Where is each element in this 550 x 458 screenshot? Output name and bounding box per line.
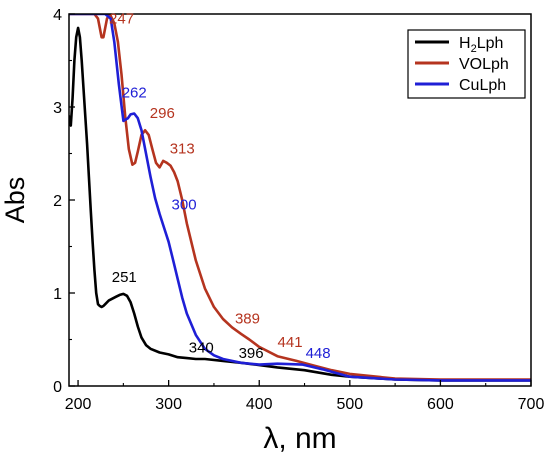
x-tick-label: 700 bbox=[518, 396, 545, 413]
peak-label-296: 296 bbox=[150, 105, 175, 122]
peak-label-247: 247 bbox=[109, 10, 134, 27]
x-tick-label: 600 bbox=[427, 396, 454, 413]
series-layer bbox=[69, 14, 531, 382]
peak-label-251: 251 bbox=[112, 269, 137, 286]
series-line-volph bbox=[69, 14, 531, 381]
peak-label-396: 396 bbox=[239, 345, 264, 362]
peak-label-340: 340 bbox=[189, 340, 214, 357]
legend: H2Lph VOLph CuLph bbox=[407, 29, 526, 99]
y-tick-label: 0 bbox=[53, 379, 62, 396]
x-tick-label: 400 bbox=[246, 396, 273, 413]
y-tick-label: 4 bbox=[53, 7, 62, 24]
x-tick-label: 500 bbox=[336, 396, 363, 413]
legend-label-culph: CuLph bbox=[459, 77, 506, 94]
y-tick-label: 2 bbox=[53, 193, 62, 210]
peak-label-262: 262 bbox=[122, 85, 147, 102]
peak-label-313: 313 bbox=[170, 141, 195, 158]
y-tick-label: 3 bbox=[53, 100, 62, 117]
peak-label-300: 300 bbox=[172, 196, 197, 213]
legend-label-h2lph: H2Lph bbox=[459, 35, 503, 55]
axis-ticks: 200 300 400 500 600 700 0 1 2 3 4 bbox=[53, 7, 544, 413]
series-line-culph bbox=[69, 14, 531, 382]
peak-label-448: 448 bbox=[306, 345, 331, 362]
legend-label-volph: VOLph bbox=[459, 56, 509, 73]
y-axis-label: Abs bbox=[0, 177, 30, 224]
peak-label-441: 441 bbox=[278, 334, 303, 351]
x-tick-label: 300 bbox=[155, 396, 182, 413]
x-axis-label: λ, nm bbox=[263, 422, 336, 455]
x-tick-label: 200 bbox=[65, 396, 92, 413]
peak-label-389: 389 bbox=[235, 311, 260, 328]
y-tick-label: 1 bbox=[53, 286, 62, 303]
